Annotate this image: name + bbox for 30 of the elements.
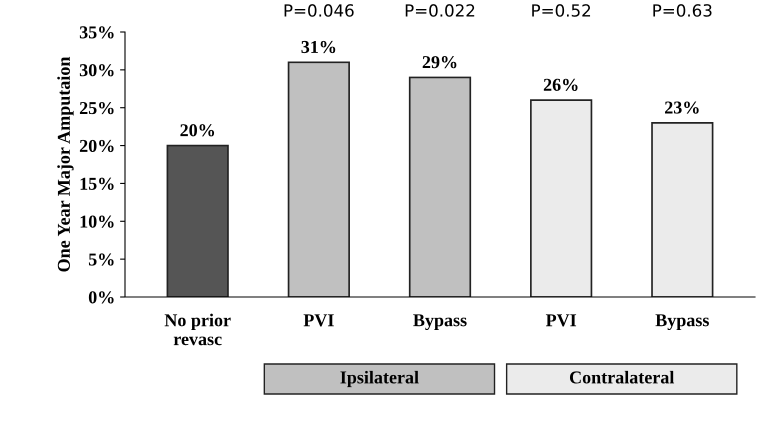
- text: P=0.022: [406, 4, 474, 17]
- y-tick-label: 15%: [80, 178, 114, 190]
- bar: [530, 99, 592, 297]
- bar: [651, 122, 714, 297]
- y-tick-label: 35%: [80, 26, 114, 38]
- data-label: 29%: [422, 56, 456, 68]
- x-tick-label: PVI: [304, 314, 334, 326]
- text: P=0.52: [532, 4, 590, 17]
- text: Ipsilateral: [340, 370, 419, 388]
- data-label: 31%: [301, 40, 336, 54]
- y-tick-label: 30%: [80, 64, 114, 76]
- y-tick-label: 20%: [80, 140, 114, 152]
- y-tick-label: 5%: [88, 253, 114, 266]
- text: P=0.63: [653, 4, 712, 17]
- y-tick-label: 25%: [80, 102, 114, 114]
- y-tick-label: 0%: [88, 291, 114, 304]
- x-tick-label: PVI: [546, 314, 576, 326]
- bar: [166, 144, 229, 297]
- data-label: 23%: [665, 101, 699, 114]
- x-tick-label: Bypass: [413, 314, 467, 330]
- text: P=0.046: [284, 4, 354, 17]
- bar: [408, 76, 472, 297]
- y-axis-title: One Year Major Amputaion: [57, 56, 74, 272]
- data-label: 26%: [544, 78, 578, 91]
- x-tick-label: No prior revasc: [164, 314, 231, 346]
- data-label: 20%: [180, 124, 214, 136]
- text: Contralateral: [570, 370, 674, 384]
- bar: [288, 61, 350, 297]
- y-tick-label: 10%: [80, 216, 114, 228]
- x-tick-label: Bypass: [656, 314, 709, 330]
